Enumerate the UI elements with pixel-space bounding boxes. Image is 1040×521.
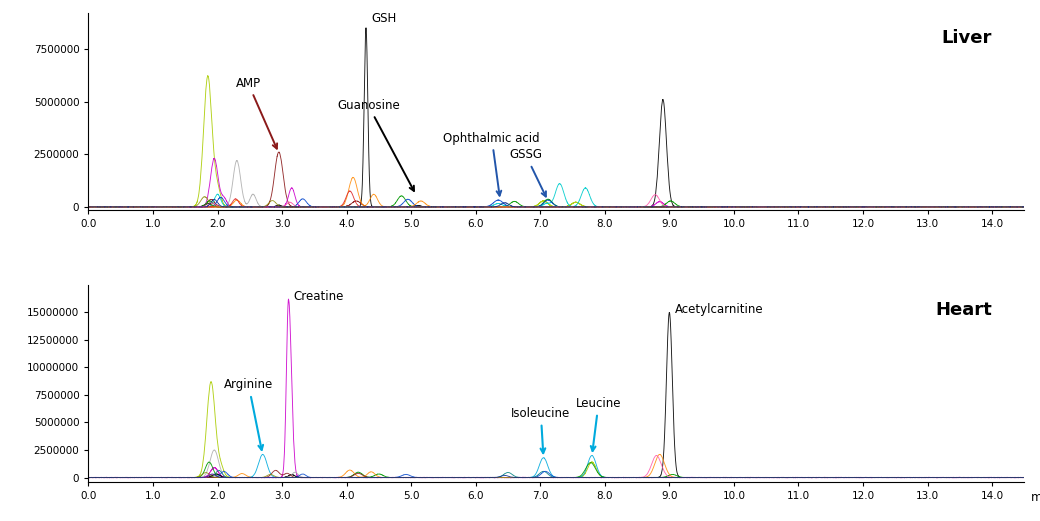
Text: Heart: Heart bbox=[935, 301, 992, 319]
Text: GSSG: GSSG bbox=[510, 148, 546, 196]
Text: Guanosine: Guanosine bbox=[337, 99, 414, 191]
Text: GSH: GSH bbox=[371, 13, 396, 25]
Text: Liver: Liver bbox=[941, 29, 992, 47]
Text: Creatine: Creatine bbox=[293, 290, 344, 303]
Text: Acetylcarnitine: Acetylcarnitine bbox=[675, 303, 763, 316]
Text: min: min bbox=[1031, 491, 1040, 504]
Text: Arginine: Arginine bbox=[224, 378, 274, 450]
Text: Ophthalmic acid: Ophthalmic acid bbox=[443, 132, 540, 196]
Text: Isoleucine: Isoleucine bbox=[512, 407, 571, 453]
Text: Leucine: Leucine bbox=[576, 397, 621, 451]
Text: AMP: AMP bbox=[236, 77, 277, 148]
